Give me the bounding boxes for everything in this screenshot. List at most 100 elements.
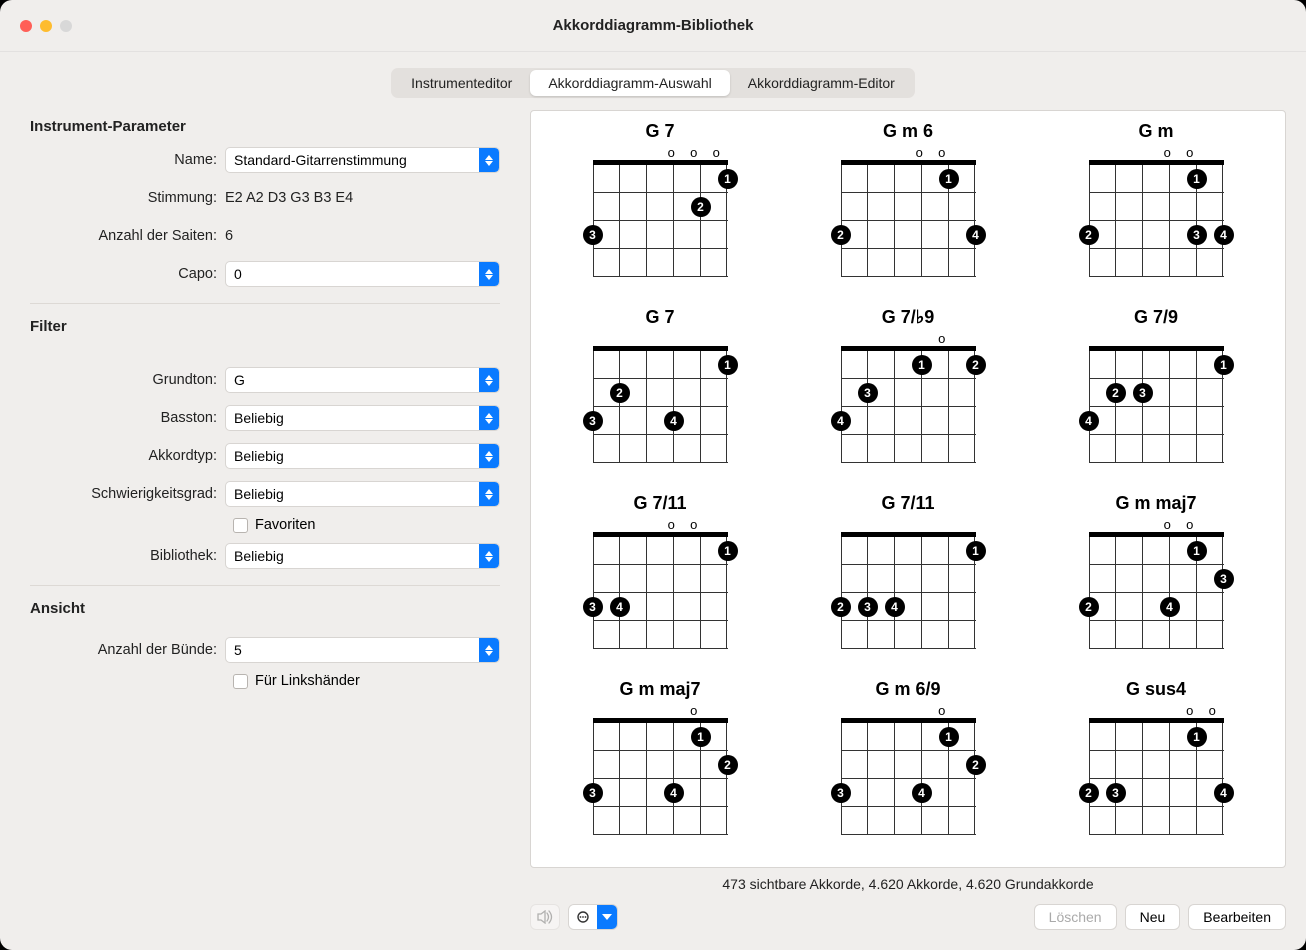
finger-dot: 4 xyxy=(912,783,932,803)
finger-dot: 3 xyxy=(858,597,878,617)
chord-cell[interactable]: G moo1234 xyxy=(1057,121,1255,277)
chord-name: G m maj7 xyxy=(561,679,759,700)
label-favorites: Favoriten xyxy=(255,517,315,533)
chord-cell[interactable]: G 71234 xyxy=(561,307,759,463)
chevron-down-icon xyxy=(597,905,617,929)
label-capo: Capo: xyxy=(30,266,225,282)
finger-dot: 4 xyxy=(1214,783,1234,803)
chord-cell[interactable]: G sus4oo1234 xyxy=(1057,679,1255,835)
chord-name: G 7/11 xyxy=(561,493,759,514)
tab-0[interactable]: Instrumenteditor xyxy=(393,70,530,96)
checkbox-lefthand[interactable] xyxy=(233,674,248,689)
chord-scroll[interactable]: G 7ooo123G m 6oo124G moo1234G 71234G 7/♭… xyxy=(530,110,1286,868)
window-title: Akkorddiagramm-Bibliothek xyxy=(20,17,1286,34)
select-root[interactable]: G xyxy=(225,367,500,393)
minimize-icon[interactable] xyxy=(40,20,52,32)
more-button[interactable] xyxy=(568,904,618,930)
new-button[interactable]: Neu xyxy=(1125,904,1181,930)
checkbox-favorites[interactable] xyxy=(233,518,248,533)
finger-dot: 1 xyxy=(939,727,959,747)
open-row: o xyxy=(841,704,976,718)
chord-cell[interactable]: G 7/111234 xyxy=(809,493,1007,649)
chord-cell[interactable]: G 7ooo123 xyxy=(561,121,759,277)
content: Instrument-Parameter Name: Standard-Gita… xyxy=(0,110,1306,950)
chord-cell[interactable]: G m 6oo124 xyxy=(809,121,1007,277)
finger-dot: 1 xyxy=(1214,355,1234,375)
edit-button[interactable]: Bearbeiten xyxy=(1188,904,1286,930)
select-frets[interactable]: 5 xyxy=(225,637,500,663)
open-row xyxy=(593,332,728,346)
row-capo: Capo: 0 xyxy=(30,259,500,289)
label-difficulty: Schwierigkeitsgrad: xyxy=(30,486,225,502)
finger-dot: 4 xyxy=(966,225,986,245)
finger-dot: 4 xyxy=(1079,411,1099,431)
maximize-icon[interactable] xyxy=(60,20,72,32)
chord-name: G m 6/9 xyxy=(809,679,1007,700)
row-favorites: Favoriten xyxy=(30,517,500,533)
row-strings: Anzahl der Saiten: 6 xyxy=(30,221,500,251)
row-name: Name: Standard-Gitarrenstimmung xyxy=(30,145,500,175)
tab-2[interactable]: Akkorddiagramm-Editor xyxy=(730,70,913,96)
value-strings: 6 xyxy=(225,228,233,244)
finger-dot: 3 xyxy=(1187,225,1207,245)
fretboard: 1234 xyxy=(593,718,728,835)
finger-dot: 2 xyxy=(718,755,738,775)
chord-cell[interactable]: G 7/11 oo134 xyxy=(561,493,759,649)
titlebar: Akkorddiagramm-Bibliothek xyxy=(0,0,1306,52)
label-name: Name: xyxy=(30,152,225,168)
select-type[interactable]: Beliebig xyxy=(225,443,500,469)
segmented-tabs: InstrumenteditorAkkorddiagramm-AuswahlAk… xyxy=(391,68,915,98)
select-name[interactable]: Standard-Gitarrenstimmung xyxy=(225,147,500,173)
chord-cell[interactable]: G m 6/9 o1234 xyxy=(809,679,1007,835)
fretboard: 134 xyxy=(593,532,728,649)
select-root-value: G xyxy=(234,372,479,388)
divider xyxy=(30,585,500,586)
finger-dot: 3 xyxy=(831,783,851,803)
label-bass: Basston: xyxy=(30,410,225,426)
open-row: oo xyxy=(593,518,728,532)
finger-dot: 4 xyxy=(664,783,684,803)
select-bass[interactable]: Beliebig xyxy=(225,405,500,431)
chord-name: G 7 xyxy=(561,307,759,328)
fretboard: 1234 xyxy=(841,718,976,835)
chord-cell[interactable]: G 7/91234 xyxy=(1057,307,1255,463)
finger-dot: 2 xyxy=(691,197,711,217)
chord-name: G sus4 xyxy=(1057,679,1255,700)
open-row: oo xyxy=(1089,146,1224,160)
open-row: oo xyxy=(841,146,976,160)
fretboard: 123 xyxy=(593,160,728,277)
label-tuning: Stimmung: xyxy=(30,190,225,206)
finger-dot: 1 xyxy=(912,355,932,375)
select-name-value: Standard-Gitarrenstimmung xyxy=(234,152,479,168)
finger-dot: 3 xyxy=(1214,569,1234,589)
main: G 7ooo123G m 6oo124G moo1234G 71234G 7/♭… xyxy=(530,110,1286,930)
select-capo-value: 0 xyxy=(234,266,479,282)
chord-cell[interactable]: G m maj7oo1324 xyxy=(1057,493,1255,649)
row-frets: Anzahl der Bünde: 5 xyxy=(30,635,500,665)
label-frets: Anzahl der Bünde: xyxy=(30,642,225,658)
finger-dot: 2 xyxy=(1079,597,1099,617)
finger-dot: 2 xyxy=(1106,383,1126,403)
delete-button[interactable]: Löschen xyxy=(1034,904,1117,930)
status-line: 473 sichtbare Akkorde, 4.620 Akkorde, 4.… xyxy=(530,868,1286,900)
footer: Löschen Neu Bearbeiten xyxy=(530,900,1286,930)
close-icon[interactable] xyxy=(20,20,32,32)
chord-name: G m maj7 xyxy=(1057,493,1255,514)
label-type: Akkordtyp: xyxy=(30,448,225,464)
chord-name: G 7/9 xyxy=(1057,307,1255,328)
finger-dot: 1 xyxy=(966,541,986,561)
label-root: Grundton: xyxy=(30,372,225,388)
chord-cell[interactable]: G 7/♭9o1234 xyxy=(809,307,1007,463)
finger-dot: 3 xyxy=(583,411,603,431)
select-library[interactable]: Beliebig xyxy=(225,543,500,569)
speaker-icon xyxy=(537,910,553,924)
finger-dot: 1 xyxy=(1187,541,1207,561)
select-capo[interactable]: 0 xyxy=(225,261,500,287)
speaker-button[interactable] xyxy=(530,904,560,930)
open-row xyxy=(841,518,976,532)
tab-1[interactable]: Akkorddiagramm-Auswahl xyxy=(530,70,729,96)
fretboard: 124 xyxy=(841,160,976,277)
window: Akkorddiagramm-Bibliothek Instrumentedit… xyxy=(0,0,1306,950)
select-difficulty[interactable]: Beliebig xyxy=(225,481,500,507)
chord-cell[interactable]: G m maj7o1234 xyxy=(561,679,759,835)
